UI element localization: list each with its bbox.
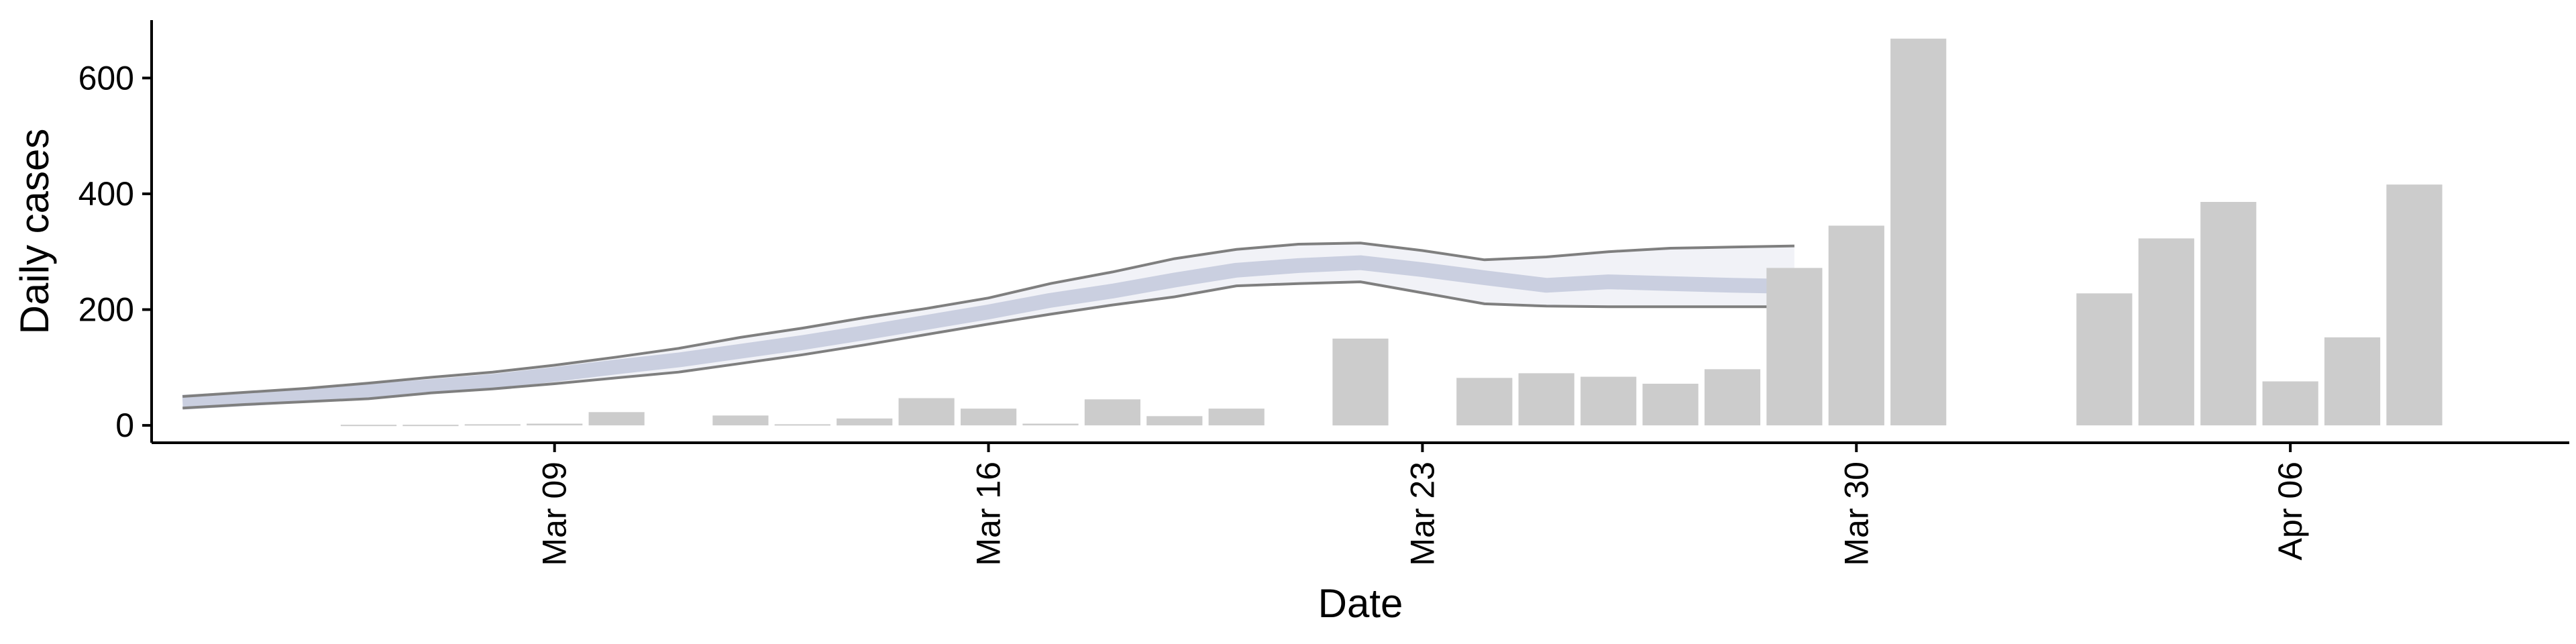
daily-cases-bar (588, 412, 645, 426)
daily-cases-bar (527, 423, 583, 426)
daily-cases-bar (712, 415, 769, 426)
daily-cases-bar (774, 424, 830, 426)
daily-cases-bar (1456, 378, 1513, 426)
daily-cases-bar (402, 425, 459, 427)
y-tick-label: 400 (78, 175, 134, 213)
daily-cases-bar (1332, 338, 1389, 426)
daily-cases-bar (1022, 423, 1079, 426)
daily-cases-bar (1580, 376, 1637, 426)
y-axis-title: Daily cases (12, 129, 57, 335)
daily-cases-bar (1642, 384, 1699, 426)
upper-bound-line (182, 241, 1794, 398)
y-tick-label: 600 (78, 59, 134, 97)
x-tick-label: Mar 16 (970, 462, 1008, 566)
daily-cases-bar (1828, 225, 1884, 426)
daily-cases-bar (961, 409, 1017, 426)
x-axis-title: Date (1318, 581, 1403, 626)
y-tick-label: 200 (78, 291, 134, 329)
daily-cases-bar (2386, 184, 2443, 426)
daily-cases-bar (2324, 337, 2381, 426)
median-estimate-line (182, 255, 1795, 410)
y-ticks: 0 200 400 600 (78, 59, 152, 444)
x-tick-label: Mar 09 (536, 462, 574, 566)
daily-cases-bar (2262, 381, 2318, 426)
bar-layer (340, 38, 2443, 427)
daily-cases-bar (1146, 416, 1203, 426)
daily-cases-bar (2138, 238, 2194, 426)
x-tick-label: Apr 06 (2271, 462, 2309, 560)
y-tick-label: 0 (115, 407, 134, 444)
daily-cases-bar (1084, 399, 1140, 426)
daily-cases-bar (1208, 409, 1265, 426)
daily-cases-bar (2076, 293, 2133, 426)
daily-cases-bar (340, 425, 397, 427)
daily-cases-bar (898, 398, 955, 426)
daily-cases-bar (2200, 202, 2257, 426)
daily-cases-bar (1766, 268, 1823, 426)
lower-bound-line (182, 280, 1794, 410)
x-tick-label: Mar 23 (1403, 462, 1441, 566)
x-ticks: Mar 09 Mar 16 Mar 23 Mar 30 Apr 06 (536, 443, 2309, 566)
daily-cases-bar (1704, 369, 1761, 426)
daily-cases-bar (1890, 38, 1947, 426)
estimate-band-layer (182, 241, 1795, 410)
daily-cases-bar (464, 424, 521, 426)
x-tick-label: Mar 30 (1837, 462, 1875, 566)
daily-cases-bar (837, 418, 893, 426)
daily-cases-bar (1518, 373, 1574, 426)
